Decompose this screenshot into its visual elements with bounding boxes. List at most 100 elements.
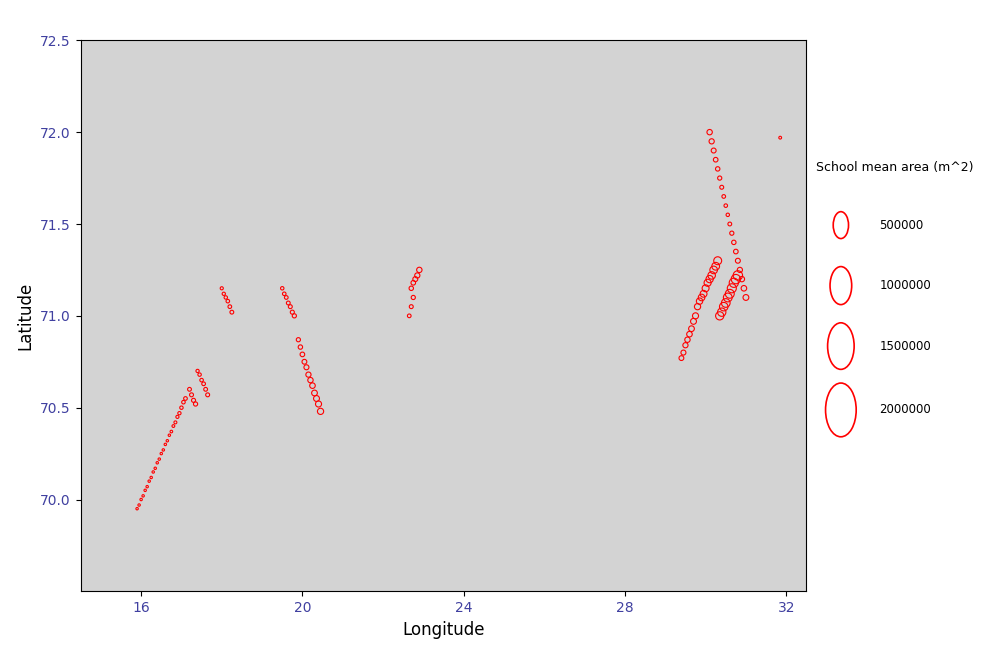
- Point: [706, 145, 722, 156]
- Point: [157, 439, 173, 450]
- Point: [198, 384, 214, 394]
- Text: 1000000: 1000000: [879, 279, 931, 292]
- Point: [129, 503, 145, 514]
- Point: [190, 366, 206, 376]
- Point: [147, 463, 163, 474]
- Point: [194, 375, 210, 386]
- Point: [187, 398, 204, 409]
- Point: [163, 426, 179, 437]
- Point: [149, 458, 165, 468]
- Point: [216, 288, 232, 299]
- Point: [677, 340, 694, 351]
- Point: [722, 288, 738, 299]
- Point: [724, 283, 740, 294]
- Point: [702, 127, 718, 138]
- Point: [700, 278, 716, 288]
- Point: [200, 390, 216, 401]
- Point: [726, 237, 742, 248]
- Point: [143, 472, 159, 483]
- Point: [159, 435, 175, 446]
- Point: [165, 421, 181, 431]
- Point: [714, 182, 730, 193]
- Point: [722, 218, 738, 229]
- Point: [411, 265, 427, 276]
- Point: [137, 485, 153, 496]
- Point: [294, 349, 310, 360]
- Point: [407, 274, 423, 284]
- Point: [694, 292, 710, 303]
- Point: [714, 307, 730, 318]
- Point: [153, 448, 169, 459]
- Point: [300, 369, 317, 380]
- Point: [280, 298, 296, 308]
- Point: [169, 411, 185, 422]
- Point: [214, 283, 230, 294]
- Point: [710, 255, 726, 266]
- Point: [724, 228, 740, 239]
- Point: [716, 191, 732, 202]
- Point: [310, 398, 327, 409]
- Point: [276, 288, 292, 299]
- Point: [185, 395, 202, 406]
- Point: [691, 296, 708, 306]
- Point: [290, 335, 306, 345]
- Point: [736, 283, 752, 294]
- Point: [222, 301, 238, 312]
- Point: [720, 292, 736, 303]
- Point: [139, 481, 155, 492]
- Point: [282, 301, 298, 312]
- Point: [181, 384, 198, 394]
- Point: [720, 210, 736, 220]
- Point: [681, 329, 698, 339]
- Point: [145, 466, 161, 477]
- Point: [306, 388, 323, 398]
- Point: [167, 417, 183, 428]
- Point: [405, 292, 421, 303]
- Text: 500000: 500000: [879, 218, 923, 232]
- Point: [403, 283, 419, 294]
- Point: [675, 347, 691, 358]
- Point: [192, 369, 208, 380]
- Point: [403, 301, 419, 312]
- X-axis label: Longitude: Longitude: [402, 621, 485, 638]
- Point: [734, 274, 750, 284]
- Point: [292, 341, 308, 352]
- Point: [141, 476, 157, 487]
- Point: [151, 454, 167, 464]
- Point: [161, 430, 177, 441]
- Point: [177, 393, 194, 404]
- Point: [173, 403, 190, 413]
- Text: School mean area (m^2): School mean area (m^2): [816, 161, 974, 174]
- Point: [685, 316, 702, 327]
- Point: [704, 136, 720, 146]
- Point: [312, 406, 329, 417]
- Point: [286, 310, 302, 321]
- Y-axis label: Latitude: Latitude: [16, 282, 34, 350]
- Point: [673, 353, 689, 364]
- Point: [702, 274, 718, 284]
- Point: [704, 270, 720, 281]
- Point: [274, 283, 290, 294]
- Point: [131, 500, 147, 511]
- Point: [171, 408, 187, 419]
- Point: [224, 307, 240, 318]
- Point: [196, 378, 212, 389]
- Point: [708, 155, 724, 165]
- Point: [732, 265, 748, 276]
- Point: [687, 310, 704, 321]
- Point: [409, 270, 425, 281]
- Point: [730, 255, 746, 266]
- Point: [296, 356, 312, 367]
- Point: [284, 307, 300, 318]
- Point: [220, 296, 236, 306]
- Text: 2000000: 2000000: [879, 403, 931, 417]
- Point: [302, 375, 319, 386]
- Point: [155, 445, 171, 456]
- Point: [712, 173, 728, 183]
- Point: [135, 491, 151, 501]
- Point: [175, 396, 192, 407]
- Point: [218, 292, 234, 303]
- Point: [683, 323, 700, 334]
- Point: [698, 283, 714, 294]
- Point: [679, 335, 696, 345]
